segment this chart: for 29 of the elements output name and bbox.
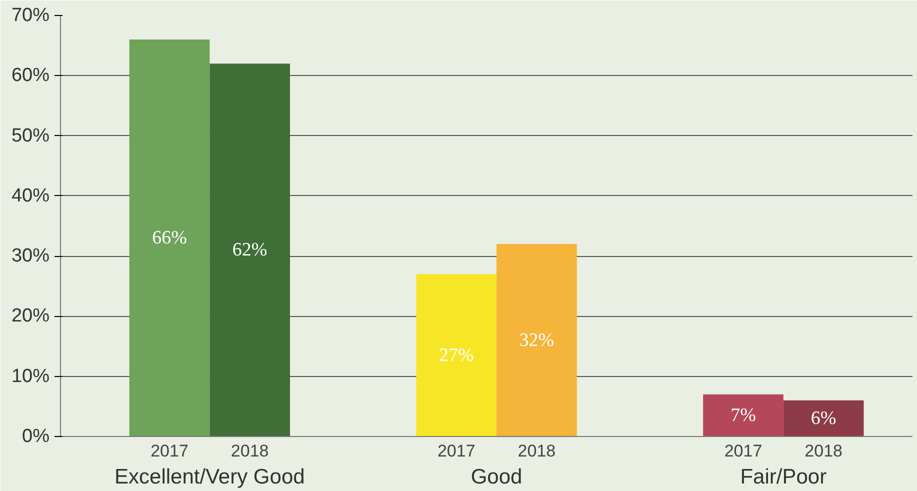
bar bbox=[416, 274, 497, 436]
text: 32% bbox=[519, 330, 554, 351]
y-tick-label: 30% bbox=[11, 246, 50, 267]
text: 2017 bbox=[437, 442, 476, 460]
y-tick-label: 60% bbox=[11, 65, 50, 86]
y-tick-label: 10% bbox=[11, 366, 50, 387]
text: 2018 bbox=[518, 442, 556, 460]
bar bbox=[496, 244, 577, 436]
x-tick-label: Good bbox=[470, 466, 522, 488]
text: 62% bbox=[232, 240, 268, 261]
bar bbox=[129, 40, 210, 436]
bar bbox=[703, 394, 784, 436]
bar bbox=[783, 400, 864, 436]
x-tick-label: Excellent/Very Good bbox=[114, 466, 305, 488]
text: 6% bbox=[810, 408, 836, 429]
text: 2018 bbox=[804, 442, 842, 460]
y-tick-label: 70% bbox=[11, 5, 50, 26]
text: 7% bbox=[730, 404, 756, 426]
text: 2017 bbox=[724, 442, 762, 460]
y-tick-label: 20% bbox=[11, 306, 50, 327]
series-label: 2017 bbox=[150, 442, 188, 460]
y-tick-label: 50% bbox=[11, 125, 50, 146]
series-label: 2018 bbox=[230, 442, 269, 460]
text: 27% bbox=[438, 344, 474, 366]
x-tick-label: Fair/Poor bbox=[740, 466, 827, 488]
y-tick-label: 0% bbox=[22, 426, 50, 447]
text: 66% bbox=[152, 228, 187, 249]
y-tick-label: 40% bbox=[11, 185, 50, 206]
bar bbox=[210, 64, 290, 436]
